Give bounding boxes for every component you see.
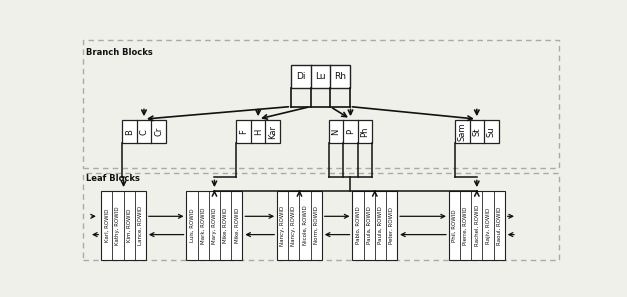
Bar xyxy=(83,40,559,168)
Text: Phil, ROWID: Phil, ROWID xyxy=(452,209,457,242)
Bar xyxy=(83,173,559,260)
Text: Branch Blocks: Branch Blocks xyxy=(86,48,152,57)
Text: Pablo, ROWID: Pablo, ROWID xyxy=(356,207,361,244)
Text: Paula, ROWID: Paula, ROWID xyxy=(378,206,383,244)
Bar xyxy=(101,191,146,260)
Text: Nicole, ROWID: Nicole, ROWID xyxy=(303,206,308,245)
Text: Sam: Sam xyxy=(458,122,466,141)
Text: Lance, ROWID: Lance, ROWID xyxy=(138,206,143,245)
Text: Ph: Ph xyxy=(361,127,369,137)
Text: Paula, ROWID: Paula, ROWID xyxy=(367,206,372,244)
Text: Rh: Rh xyxy=(334,72,346,81)
Text: Lu: Lu xyxy=(315,72,325,81)
Text: Mark, ROWID: Mark, ROWID xyxy=(201,207,206,244)
Text: H: H xyxy=(254,129,263,135)
Bar xyxy=(186,191,243,260)
Text: Pierre, ROWID: Pierre, ROWID xyxy=(463,206,468,245)
Bar xyxy=(449,191,505,260)
Bar xyxy=(352,191,397,260)
Text: Raoul, ROWID: Raoul, ROWID xyxy=(497,206,502,245)
Text: Kathy, ROWID: Kathy, ROWID xyxy=(115,206,120,245)
Text: P: P xyxy=(346,129,355,134)
Text: Luis, ROWID: Luis, ROWID xyxy=(189,208,194,242)
Text: N: N xyxy=(332,129,340,135)
Bar xyxy=(122,120,166,143)
Bar xyxy=(329,120,372,143)
Text: Nancy, ROWID: Nancy, ROWID xyxy=(280,205,285,246)
Text: Cr: Cr xyxy=(154,127,163,136)
Text: Kar: Kar xyxy=(268,125,277,139)
Text: B: B xyxy=(125,129,134,135)
Text: C: C xyxy=(139,129,149,135)
Bar xyxy=(277,191,322,260)
Bar xyxy=(236,120,280,143)
Text: Leaf Blocks: Leaf Blocks xyxy=(86,174,140,183)
Text: Kim, ROWID: Kim, ROWID xyxy=(127,209,132,242)
Bar xyxy=(455,120,498,143)
Text: Norm, ROWID: Norm, ROWID xyxy=(314,206,319,244)
Text: Mary, ROWID: Mary, ROWID xyxy=(212,207,217,244)
Text: Karl, ROWID: Karl, ROWID xyxy=(104,209,109,242)
Bar xyxy=(291,65,349,88)
Text: Su: Su xyxy=(487,127,496,137)
Text: Mike, ROWID: Mike, ROWID xyxy=(223,208,228,243)
Text: Rajiv, ROWID: Rajiv, ROWID xyxy=(485,207,490,244)
Text: F: F xyxy=(239,129,248,134)
Text: Di: Di xyxy=(296,72,306,81)
Text: Nancy, ROWID: Nancy, ROWID xyxy=(292,205,297,246)
Text: Peter, ROWID: Peter, ROWID xyxy=(389,207,394,244)
Text: Rachel, ROWID: Rachel, ROWID xyxy=(475,205,479,246)
Text: St: St xyxy=(472,127,482,136)
Text: Mike, ROWID: Mike, ROWID xyxy=(234,208,240,243)
